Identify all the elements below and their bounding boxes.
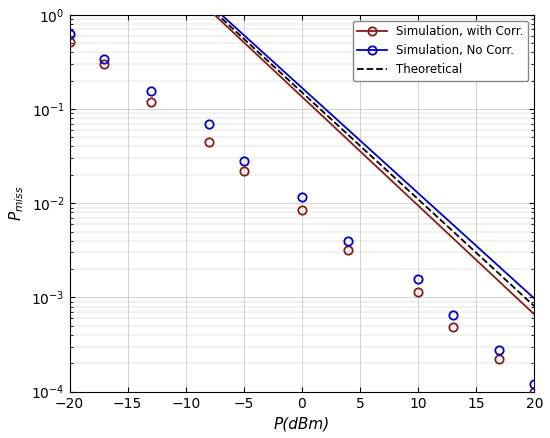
Y-axis label: $P_{miss}$: $P_{miss}$ (7, 185, 26, 221)
X-axis label: P(dBm): P(dBm) (274, 416, 330, 431)
Legend: Simulation, with Corr., Simulation, No Corr., Theoretical: Simulation, with Corr., Simulation, No C… (353, 21, 529, 81)
